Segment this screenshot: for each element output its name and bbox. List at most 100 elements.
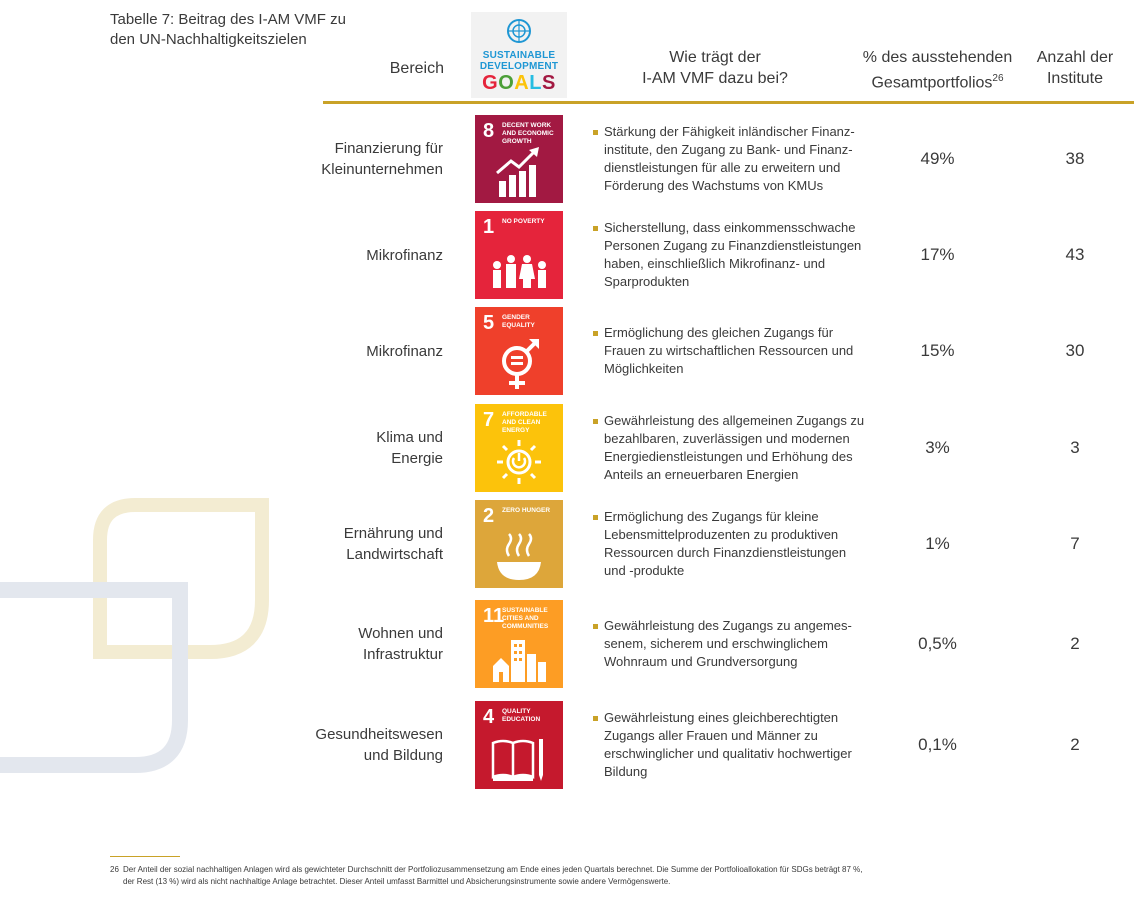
header-bereich: Bereich — [389, 60, 444, 77]
sdg-tile-5: 5 GENDER EQUALITY — [475, 307, 563, 395]
row-area: Klima und Energie — [300, 404, 443, 492]
bullet-icon — [593, 716, 598, 721]
row-percent: 17% — [920, 245, 955, 264]
row-area-line2: Landwirtschaft — [346, 546, 443, 563]
city-icon — [493, 640, 546, 682]
table-title: Tabelle 7: Beitrag des I-AM VMF zu den U… — [110, 11, 346, 48]
sdg-label: NO POVERTY — [502, 218, 545, 225]
sdg-number: 8 — [483, 120, 495, 142]
growth-chart-icon — [496, 147, 539, 197]
sdg-label: ZERO HUNGER — [502, 507, 551, 514]
table-row: Wohnen und Infrastruktur 11 SUSTAINABLE C… — [0, 600, 1140, 688]
header-count: Anzahl der Institute — [1030, 47, 1120, 89]
row-percent: 0,1% — [918, 735, 957, 754]
row-area-line1: Wohnen und — [358, 625, 443, 642]
sdg-number: 7 — [483, 409, 495, 431]
bullet-icon — [593, 130, 598, 135]
row-area-line1: Klima und — [376, 429, 443, 446]
row-description-text: Gewährleistung eines gleichberechtigten … — [604, 710, 852, 779]
sdg-tile-1: 1 NO POVERTY — [475, 211, 563, 299]
sdg-number: 2 — [483, 505, 495, 527]
row-description-text: Sicherstellung, dass einkommensschwache … — [604, 220, 862, 289]
row-area-line1: Mikrofinanz — [366, 342, 443, 360]
sdg-label: AFFORDABLE AND CLEAN ENERGY — [502, 411, 547, 434]
row-percent: 49% — [920, 149, 955, 168]
row-description: Gewährleistung des allgemeinen Zugangs z… — [593, 404, 868, 492]
row-area-line1: Gesundheitswesen — [315, 726, 443, 743]
header-divider — [323, 101, 1134, 104]
header-how-line1: Wie trägt der — [669, 49, 761, 66]
sdg-label: QUALITY EDUCATION — [502, 708, 541, 723]
footnote-number: 26 — [110, 865, 119, 874]
sdg-number: 1 — [483, 216, 495, 238]
row-area-line2: und Bildung — [363, 747, 443, 764]
row-count: 7 — [1070, 534, 1080, 553]
sdg-logo: SUSTAINABLE DEVELOPMENT GOALS — [471, 12, 567, 98]
gender-equality-icon — [502, 339, 539, 389]
sdg-number: 11 — [483, 605, 505, 627]
footnote-ref: 26 — [992, 73, 1004, 84]
row-description: Stärkung der Fähigkeit inländischer Fina… — [593, 115, 868, 203]
row-description: Sicherstellung, dass einkommensschwache … — [593, 211, 868, 299]
row-description: Ermöglichung des Zugangs für kleine Lebe… — [593, 500, 868, 588]
row-description: Gewährleistung des Zugangs zu angemes­se… — [593, 600, 868, 688]
header-count-line2: Institute — [1046, 70, 1104, 87]
sdg-logo-goals: GOALS — [482, 72, 556, 94]
row-count: 30 — [1065, 341, 1085, 360]
bullet-icon — [593, 515, 598, 520]
header-how-line2: I-AM VMF dazu bei? — [642, 70, 788, 87]
row-count: 3 — [1070, 438, 1080, 457]
sdg-tile-4: 4 QUALITY EDUCATION — [475, 701, 563, 789]
row-percent: 0,5% — [918, 634, 957, 653]
row-description-text: Gewährleistung des allgemeinen Zugangs z… — [604, 413, 865, 482]
book-pencil-icon — [491, 739, 543, 781]
row-count: 2 — [1070, 634, 1080, 653]
sdg-tile-2: 2 ZERO HUNGER — [475, 500, 563, 588]
sdg-label: SUSTAINABLE CITIES AND COMMUNITIES — [502, 607, 549, 630]
row-description: Gewährleistung eines gleichberechtigten … — [593, 701, 868, 789]
sdg-tile-11: 11 SUSTAINABLE CITIES AND COMMUNITIES — [475, 600, 563, 688]
table-row: Klima und Energie 7 AFFORDABLE AND CLEAN … — [0, 404, 1140, 492]
row-area: Ernährung und Landwirtschaft — [300, 500, 443, 588]
row-area-line2: Kleinunternehmen — [321, 161, 443, 178]
row-area-line2: Infrastruktur — [362, 646, 443, 663]
sdg-label: DECENT WORK AND ECONOMIC GROWTH — [502, 122, 554, 145]
bullet-icon — [593, 226, 598, 231]
un-emblem-icon — [507, 19, 531, 43]
table-row: Gesundheitswesen und Bildung 4 QUALITY ED… — [0, 701, 1140, 789]
table-row: Finanzierung für Kleinunternehmen 8 DECEN… — [0, 115, 1140, 203]
sdg-number: 5 — [483, 312, 495, 334]
table-row: Mikrofinanz 1 NO POVERTY Sicherstellung,… — [0, 211, 1140, 299]
table-row: Ernährung und Landwirtschaft 2 ZERO HUNGE… — [0, 500, 1140, 588]
sdg-number: 4 — [483, 706, 495, 728]
row-description-text: Ermöglichung des gleichen Zugangs für Fr… — [604, 325, 854, 376]
row-area-line1: Mikrofinanz — [366, 246, 443, 264]
row-area: Finanzierung für Kleinunternehmen — [300, 115, 443, 203]
footnote-divider — [110, 856, 180, 857]
header-count-line1: Anzahl der — [1036, 49, 1114, 66]
row-percent: 1% — [925, 534, 950, 553]
bullet-icon — [593, 624, 598, 629]
footnote: 26 Der Anteil der sozial nachhaltigen An… — [110, 864, 870, 888]
footnote-text: Der Anteil der sozial nachhaltigen Anlag… — [123, 865, 863, 886]
header-percent-line1: % des ausstehenden — [862, 49, 1013, 66]
row-description-text: Gewährleistung des Zugangs zu angemes­se… — [604, 618, 852, 669]
header-how: Wie trägt der I-AM VMF dazu bei? — [600, 47, 830, 89]
row-area: Gesundheitswesen und Bildung — [300, 701, 443, 789]
bullet-icon — [593, 419, 598, 424]
row-description-text: Stärkung der Fähigkeit inländischer Fina… — [604, 124, 855, 193]
row-percent: 3% — [925, 438, 950, 457]
row-area-line1: Finanzierung für — [334, 140, 443, 157]
row-percent: 15% — [920, 341, 955, 360]
row-count: 2 — [1070, 735, 1080, 754]
row-description-text: Ermöglichung des Zugangs für kleine Lebe… — [604, 509, 847, 578]
row-area: Wohnen und Infrastruktur — [300, 600, 443, 688]
table-row: Mikrofinanz 5 GENDER EQUALITY Ermöglichu… — [0, 307, 1140, 395]
family-icon — [493, 255, 546, 288]
bowl-icon — [497, 533, 541, 580]
sdg-tile-7: 7 AFFORDABLE AND CLEAN ENERGY — [475, 404, 563, 492]
row-area-line2: Energie — [391, 450, 443, 467]
row-count: 43 — [1065, 245, 1085, 264]
row-area: Mikrofinanz — [300, 307, 443, 395]
sun-power-icon — [497, 440, 541, 484]
